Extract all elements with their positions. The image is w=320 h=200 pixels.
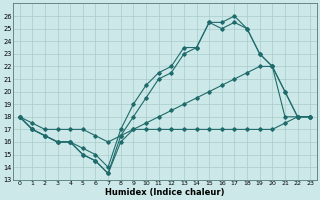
X-axis label: Humidex (Indice chaleur): Humidex (Indice chaleur) [105, 188, 225, 197]
